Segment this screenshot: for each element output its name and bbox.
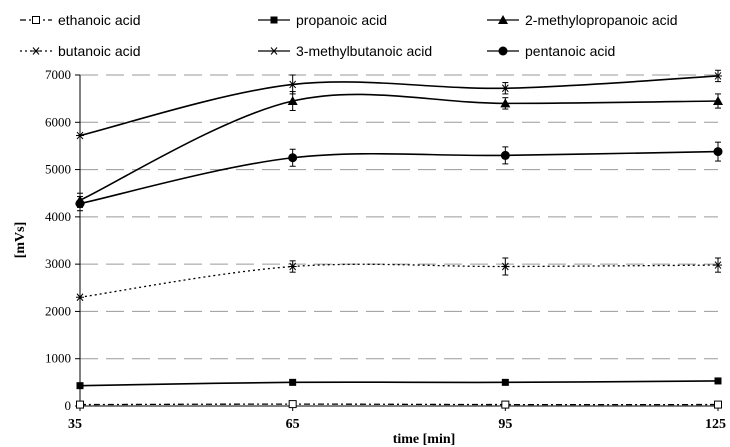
data-point bbox=[501, 400, 510, 409]
series-line-3-methylbutanoic-acid bbox=[79, 75, 719, 137]
data-point bbox=[713, 96, 723, 106]
data-point bbox=[288, 80, 297, 89]
y-tick-label: 2000 bbox=[45, 303, 71, 318]
series-3-methylbutanoic-acid bbox=[76, 69, 722, 140]
y-tick-label: 0 bbox=[65, 398, 72, 413]
y-tick-label: 7000 bbox=[45, 67, 71, 82]
series-line-butanoic-acid bbox=[79, 263, 719, 298]
series-propanoic-acid bbox=[76, 377, 722, 390]
data-point bbox=[714, 72, 722, 80]
data-point bbox=[288, 262, 297, 271]
y-tick-label: 4000 bbox=[45, 209, 71, 224]
series-line-pentanoic-acid bbox=[79, 150, 719, 205]
legend-item: propanoic acid bbox=[258, 12, 387, 28]
data-point bbox=[75, 199, 85, 209]
legend-marker bbox=[32, 16, 40, 24]
y-tick-label: 6000 bbox=[45, 114, 71, 129]
legend: ethanoic acid propanoic acid 2-methyloprop… bbox=[20, 12, 678, 59]
series-pentanoic-acid bbox=[75, 141, 723, 212]
data-point bbox=[76, 293, 84, 302]
data-point bbox=[289, 378, 297, 386]
data-point bbox=[713, 147, 723, 157]
legend-marker bbox=[270, 16, 278, 24]
data-point bbox=[76, 382, 84, 390]
x-tick-label: 125 bbox=[705, 417, 726, 432]
y-tick-label: 1000 bbox=[45, 351, 71, 366]
data-point bbox=[76, 131, 84, 140]
data-point bbox=[501, 378, 509, 386]
legend-label: ethanoic acid bbox=[58, 12, 141, 28]
series-line-propanoic-acid bbox=[79, 380, 719, 387]
series-line-2-methylopropanoic-acid bbox=[79, 93, 719, 202]
legend-marker bbox=[32, 47, 40, 55]
data-point bbox=[500, 150, 510, 160]
y-tick-label: 5000 bbox=[45, 162, 71, 177]
data-point bbox=[714, 261, 722, 269]
x-tick-labels: 35 65 95 125 bbox=[68, 406, 726, 432]
legend-item: 2-methylopropanoic acid bbox=[487, 12, 678, 28]
data-point bbox=[288, 153, 298, 163]
y-tick-labels: 0 1000 2000 3000 4000 5000 6000 7000 bbox=[45, 67, 80, 413]
x-tick-label: 35 bbox=[68, 417, 82, 432]
series-2-methylopropanoic-acid bbox=[75, 91, 723, 208]
legend-item: pentanoic acid bbox=[487, 43, 615, 59]
legend-label: 2-methylopropanoic acid bbox=[525, 12, 678, 28]
series-line-ethanoic-acid bbox=[79, 403, 719, 406]
legend-label: 3-methylbutanoic acid bbox=[296, 43, 432, 59]
data-point bbox=[500, 98, 511, 108]
y-axis-label: [mVs] bbox=[13, 222, 28, 259]
data-point bbox=[287, 96, 298, 106]
legend-marker bbox=[498, 46, 508, 56]
legend-marker bbox=[270, 47, 278, 55]
data-point bbox=[714, 377, 722, 385]
legend-item: ethanoic acid bbox=[20, 12, 141, 28]
series-layer bbox=[75, 69, 723, 409]
legend-marker bbox=[498, 15, 508, 24]
axes bbox=[79, 75, 718, 407]
data-point bbox=[714, 400, 722, 409]
legend-label: butanoic acid bbox=[58, 43, 141, 59]
data-point bbox=[501, 84, 510, 93]
legend-label: pentanoic acid bbox=[525, 43, 615, 59]
data-point bbox=[288, 400, 297, 409]
series-butanoic-acid bbox=[76, 257, 722, 302]
legend-item: butanoic acid bbox=[20, 43, 141, 59]
x-tick-label: 95 bbox=[498, 417, 512, 432]
legend-item: 3-methylbutanoic acid bbox=[258, 43, 432, 59]
x-tick-label: 65 bbox=[286, 417, 300, 432]
y-tick-label: 3000 bbox=[45, 256, 71, 271]
legend-label: propanoic acid bbox=[296, 12, 387, 28]
series-ethanoic-acid bbox=[76, 400, 722, 409]
data-point bbox=[76, 400, 84, 409]
x-axis-label: time [min] bbox=[393, 432, 456, 447]
data-point bbox=[501, 262, 510, 271]
